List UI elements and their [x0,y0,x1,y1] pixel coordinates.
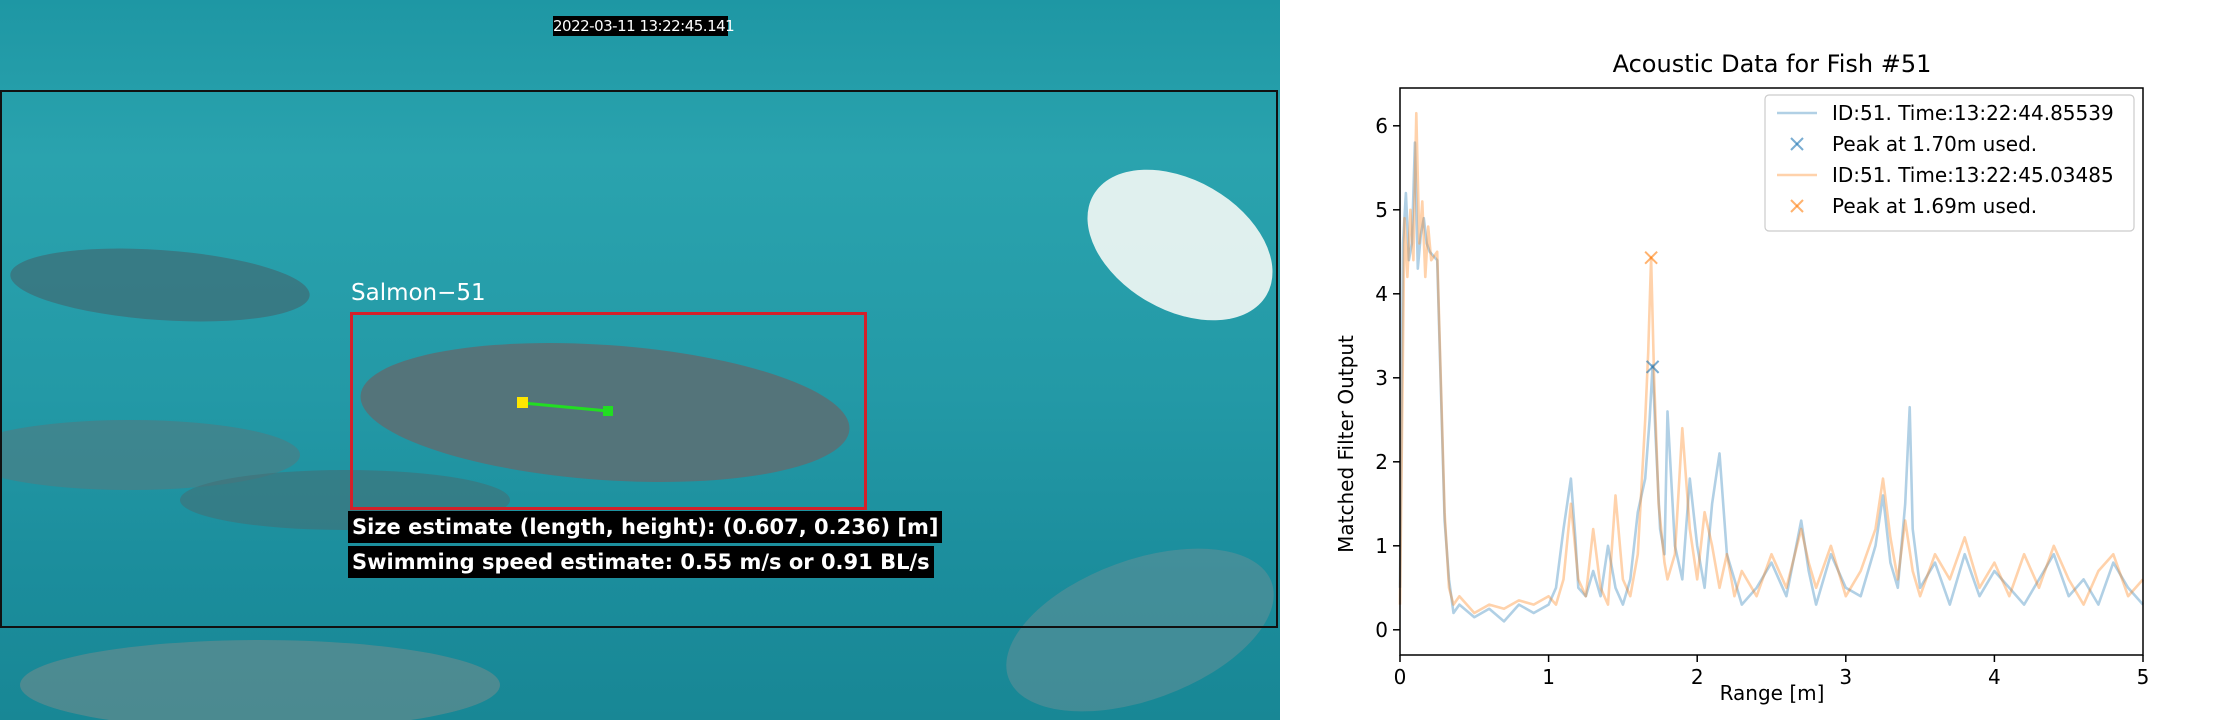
size-estimate-text: Size estimate (length, height): (0.607, … [348,511,943,543]
legend-label: ID:51. Time:13:22:45.03485 [1832,163,2114,187]
y-tick-label: 3 [1375,366,1388,390]
y-tick-label: 6 [1375,114,1388,138]
x-tick-label: 5 [2137,665,2150,689]
legend-entry: ID:51. Time:13:22:44.85539 [1777,101,2114,125]
peak-marker-stroke [1645,360,1660,374]
legend-entry: Peak at 1.69m used. [1790,194,2037,218]
x-tick-label: 0 [1394,665,1407,689]
video-timestamp: 2022-03-11 13:22:45.141 [553,16,735,36]
track-overlay [517,397,613,416]
legend-entry: Peak at 1.70m used. [1790,132,2037,156]
camera-frame: 2022-03-11 13:22:45.141 Salmon−51 Size e… [0,0,1280,720]
acoustic-chart: Acoustic Data for Fish #51 0 1 2 3 4 5 0 1 2 3 4 5 6… [1334,50,2150,705]
x-tick-label: 4 [1988,665,2001,689]
speed-estimate-text: Swimming speed estimate: 0.55 m/s or 0.9… [348,546,934,578]
legend-marker-stroke [1790,137,1804,151]
legend: ID:51. Time:13:22:44.85539 Peak at 1.70m … [1764,94,2135,232]
x-tick-label: 2 [1691,665,1704,689]
peak-marker-1 [1645,360,1660,374]
plot-frame [1399,87,2144,656]
series-line-2 [1398,111,2144,615]
y-tick-label: 4 [1375,282,1388,306]
legend-marker-stroke [1790,199,1804,213]
peak-marker-stroke [1644,250,1658,265]
background-fish [20,640,500,720]
axes-layer: 0 1 2 3 4 5 0 1 2 3 4 5 6 [1375,87,2150,689]
y-tick-label: 0 [1375,618,1388,642]
legend-label: Peak at 1.69m used. [1832,194,2037,218]
x-axis-label: Range [m] [1720,681,1825,705]
legend-entry: ID:51. Time:13:22:45.03485 [1777,163,2114,187]
track-end-point [603,406,613,416]
detection-bounding-box [350,312,867,510]
y-tick-label: 1 [1375,534,1388,558]
series-layer [1398,111,2144,623]
chart-title: Acoustic Data for Fish #51 [1613,50,1932,78]
legend-label: ID:51. Time:13:22:44.85539 [1832,101,2114,125]
legend-label: Peak at 1.70m used. [1832,132,2037,156]
region-of-interest [0,90,1278,628]
track-start-point [517,397,528,408]
legend-box [1764,94,2135,232]
x-tick-label: 3 [1839,665,1852,689]
detection-label: Salmon−51 [351,280,486,306]
x-tick-label: 1 [1542,665,1555,689]
peak-marker-2 [1644,250,1658,265]
y-tick-label: 5 [1375,198,1388,222]
y-tick-label: 2 [1375,450,1388,474]
series-line-1 [1398,141,2144,623]
y-axis-label: Matched Filter Output [1334,335,1358,553]
track-line [522,401,609,413]
peak-layer [1644,250,1660,374]
